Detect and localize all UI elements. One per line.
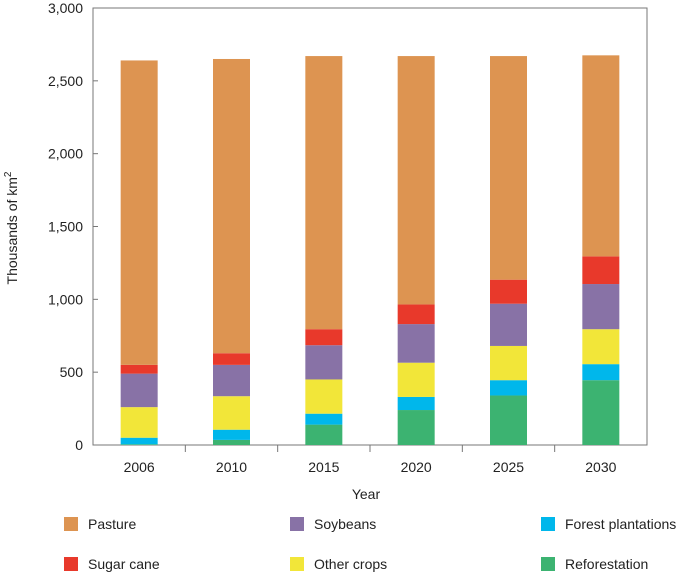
- x-tick-label: 2010: [216, 459, 247, 475]
- bar-segment-forest-plantations-2030: [582, 364, 620, 381]
- bar-segment-soybeans-2030: [582, 284, 620, 330]
- bar-segment-sugar-cane-2006: [120, 364, 158, 374]
- bar-segment-soybeans-2010: [213, 364, 250, 397]
- bar-segment-reforestation-2015: [305, 424, 343, 445]
- y-axis-label-sup: 2: [3, 171, 14, 177]
- bar-segment-other-crops-2015: [305, 379, 343, 414]
- y-tick-label: 0: [75, 437, 83, 453]
- bar-segment-pasture-2006: [120, 60, 158, 365]
- bar-segment-soybeans-2025: [490, 303, 527, 346]
- bar-segment-soybeans-2006: [120, 373, 158, 408]
- bar-segment-pasture-2015: [305, 56, 343, 330]
- bar-segment-other-crops-2010: [213, 396, 250, 430]
- bar-segment-soybeans-2020: [397, 324, 435, 363]
- bar-segment-sugar-cane-2030: [582, 256, 620, 285]
- bar-segment-pasture-2020: [397, 56, 435, 305]
- bar-segment-sugar-cane-2015: [305, 329, 343, 346]
- x-tick-label: 2006: [124, 459, 155, 475]
- x-tick-label: 2020: [401, 459, 432, 475]
- y-tick-label: 3,000: [48, 0, 83, 16]
- chart-axes: [92, 7, 648, 446]
- bar-segment-reforestation-2030: [582, 380, 620, 445]
- bar-segment-soybeans-2015: [305, 345, 343, 380]
- bar-segment-sugar-cane-2025: [490, 279, 527, 304]
- bar-segment-sugar-cane-2020: [397, 304, 435, 325]
- bar-segment-pasture-2030: [582, 55, 620, 257]
- x-tick-label: 2025: [493, 459, 524, 475]
- bar-segment-forest-plantations-2025: [490, 380, 527, 396]
- bar-segment-pasture-2010: [213, 58, 250, 354]
- bar-segment-reforestation-2006: [120, 444, 158, 445]
- bar-segment-forest-plantations-2020: [397, 396, 435, 411]
- plot-frame: [92, 7, 648, 446]
- bar-segment-forest-plantations-2010: [213, 429, 250, 440]
- bar-segment-reforestation-2010: [213, 439, 250, 445]
- bar-segment-other-crops-2006: [120, 407, 158, 438]
- bar-segment-reforestation-2025: [490, 395, 527, 445]
- y-axis-label-text: Thousands of km: [4, 177, 20, 284]
- y-tick-label: 1,500: [48, 219, 83, 235]
- bar-segment-pasture-2025: [490, 56, 527, 280]
- bar-segment-other-crops-2030: [582, 329, 620, 365]
- y-tick-label: 2,500: [48, 73, 83, 89]
- bar-segment-forest-plantations-2015: [305, 413, 343, 425]
- y-tick-label: 500: [60, 364, 84, 380]
- y-axis-label: Thousands of km2: [3, 171, 20, 284]
- x-tick-label: 2015: [308, 459, 339, 475]
- bar-segment-other-crops-2020: [397, 362, 435, 397]
- y-tick-label: 1,000: [48, 291, 83, 307]
- chart-bars: [120, 55, 620, 445]
- bar-segment-sugar-cane-2010: [213, 353, 250, 365]
- chart-ticks: 0 500 1,000 1,500 2,000 2,500 3,000 2006 2010 201…: [48, 0, 617, 475]
- y-tick-label: 2,000: [48, 146, 83, 162]
- bar-segment-other-crops-2025: [490, 345, 527, 381]
- bar-segment-reforestation-2020: [397, 410, 435, 445]
- x-tick-label: 2030: [585, 459, 616, 475]
- bar-segment-forest-plantations-2006: [120, 437, 158, 445]
- x-axis-label: Year: [352, 486, 381, 502]
